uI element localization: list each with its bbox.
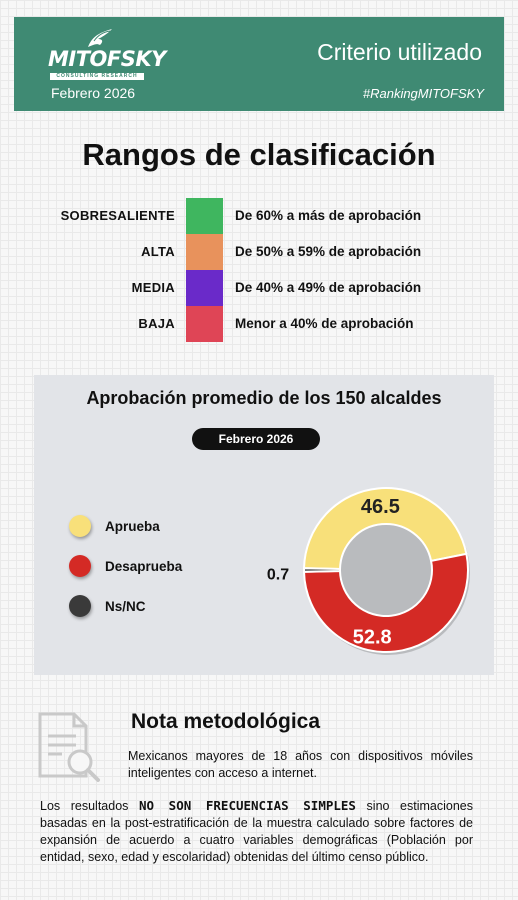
range-swatch xyxy=(186,270,223,306)
legend-dot xyxy=(69,515,91,537)
note-text-prefix: Los resultados xyxy=(40,799,139,813)
mitofsky-logo: MITOFSKY CONSULTING RESEARCH xyxy=(48,27,166,83)
legend-label: Aprueba xyxy=(105,519,160,534)
range-row-baja: BAJA Menor a 40% de aprobación xyxy=(0,306,518,342)
donut-slice-nsnc xyxy=(303,567,342,573)
approval-donut-chart: 46.5 52.8 0.7 xyxy=(267,487,470,655)
range-label: SOBRESALIENTE xyxy=(60,208,175,223)
legend-dot xyxy=(69,555,91,577)
legend-label: Ns/NC xyxy=(105,599,146,614)
range-row-sobresaliente: SOBRESALIENTE De 60% a más de aprobación xyxy=(0,198,518,234)
range-label: BAJA xyxy=(138,316,175,331)
document-search-icon xyxy=(38,712,100,782)
range-label: MEDIA xyxy=(131,280,175,295)
header-banner: MITOFSKY CONSULTING RESEARCH Criterio ut… xyxy=(14,17,504,111)
data-label-nsnc: 0.7 xyxy=(267,567,289,584)
ranges-title: Rangos de clasificación xyxy=(82,137,436,172)
range-swatch xyxy=(186,306,223,342)
bird-logo-icon xyxy=(88,29,112,47)
note-title: Nota metodológica xyxy=(131,710,321,733)
data-label-aprueba: 46.5 xyxy=(361,496,400,518)
range-swatch xyxy=(186,234,223,270)
range-description: De 50% a 59% de aprobación xyxy=(235,244,422,259)
logo-subtitle: CONSULTING RESEARCH xyxy=(50,73,144,80)
header-hashtag: #RankingMITOFSKY xyxy=(362,86,484,101)
note-emphasis: NO SON FRECUENCIAS SIMPLES xyxy=(138,798,356,813)
period-badge: Febrero 2026 xyxy=(192,428,320,450)
range-row-alta: ALTA De 50% a 59% de aprobación xyxy=(0,234,518,270)
logo-text: MITOFSKY xyxy=(48,47,166,71)
header-title: Criterio utilizado xyxy=(317,39,482,65)
note-text-suffix: sino estimaciones basadas en la post-est… xyxy=(40,799,474,864)
header-date: Febrero 2026 xyxy=(51,85,136,101)
range-description: De 40% a 49% de aprobación xyxy=(235,280,422,295)
range-row-media: MEDIA De 40% a 49% de aprobación xyxy=(0,270,518,306)
legend-label: Desaprueba xyxy=(105,559,183,574)
note-methodology-text: Los resultados NO SON FRECUENCIAS SIMPLE… xyxy=(40,797,473,866)
chart-title: Aprobación promedio de los 150 alcaldes xyxy=(86,388,442,408)
legend-dot xyxy=(69,595,91,617)
donut-slice-aprueba xyxy=(302,487,468,571)
donut-slice-desaprueba xyxy=(302,552,469,653)
range-label: ALTA xyxy=(141,244,175,259)
range-description: De 60% a más de aprobación xyxy=(235,208,422,223)
note-population-text: Mexicanos mayores de 18 años con disposi… xyxy=(128,749,473,780)
data-label-desaprueba: 52.8 xyxy=(353,627,392,649)
approval-chart-panel: 46.5 52.8 0.7 Aprobación promedio de los 1… xyxy=(34,375,494,675)
range-description: Menor a 40% de aprobación xyxy=(235,316,414,331)
range-swatch xyxy=(186,198,223,234)
